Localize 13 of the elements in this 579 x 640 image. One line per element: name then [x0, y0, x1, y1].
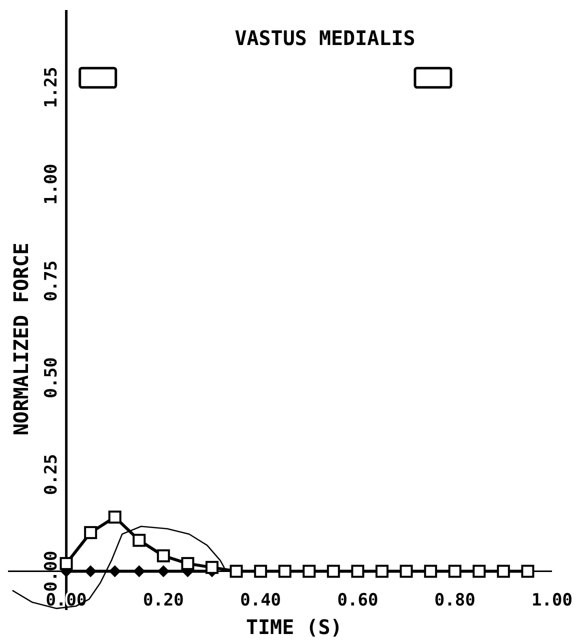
x-tick-label: 0.20 — [142, 590, 184, 610]
y-axis-title: NORMALIZED FORCE — [9, 242, 33, 436]
y-tick-label: 0.50 — [41, 357, 62, 398]
x-axis-title: TIME (S) — [246, 615, 342, 639]
x-tick-label: 0.60 — [337, 590, 378, 610]
x-tick-label: 1.00 — [532, 590, 572, 610]
y-tick-label: 1.00 — [41, 164, 62, 205]
y-tick-label: 1.25 — [41, 66, 62, 108]
x-tick-label: 0.40 — [240, 590, 282, 610]
x-tick-label: 0.80 — [434, 590, 476, 610]
text: VASTUS MEDIALIS — [234, 26, 416, 50]
y-tick-label: 0.25 — [41, 454, 62, 495]
y-tick-label: 0.75 — [41, 260, 62, 302]
